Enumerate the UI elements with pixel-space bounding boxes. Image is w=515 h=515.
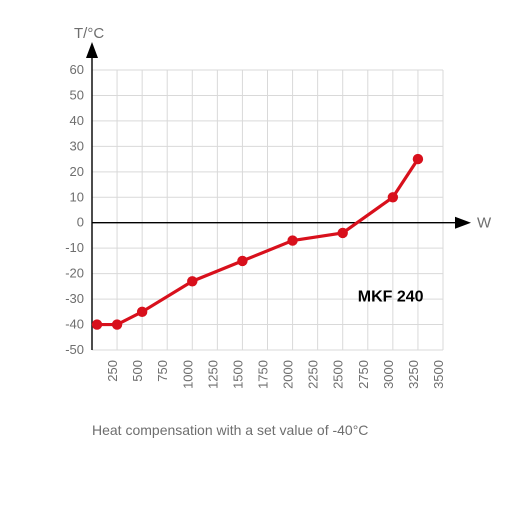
y-tick-label: 20: [70, 164, 84, 179]
x-tick-label: 750: [155, 360, 170, 382]
x-tick-label: 2000: [281, 360, 296, 389]
x-tick-label: 1500: [230, 360, 245, 389]
y-tick-label: -30: [65, 291, 84, 306]
y-axis-label: T/°C: [74, 25, 104, 42]
y-tick-label: -20: [65, 266, 84, 281]
y-tick-label: -40: [65, 317, 84, 332]
x-tick-label: 2500: [331, 360, 346, 389]
series-marker: [112, 319, 122, 329]
x-tick-label: 1750: [256, 360, 271, 389]
chart-caption: Heat compensation with a set value of -4…: [92, 422, 368, 438]
x-axis-label: W: [477, 215, 492, 232]
series-marker: [137, 307, 147, 317]
x-axis-arrow: [455, 217, 471, 229]
x-tick-label: 1000: [180, 360, 195, 389]
series-marker: [187, 276, 197, 286]
y-tick-label: 60: [70, 62, 84, 77]
x-tick-label: 3500: [431, 360, 446, 389]
y-tick-label: 40: [70, 113, 84, 128]
y-axis-arrow: [86, 42, 98, 58]
series-label: MKF 240: [358, 289, 424, 306]
x-tick-label: 250: [105, 360, 120, 382]
y-tick-label: -10: [65, 240, 84, 255]
x-tick-label: 3000: [381, 360, 396, 389]
series-marker: [287, 235, 297, 245]
series-marker: [92, 319, 102, 329]
series-marker: [237, 256, 247, 266]
y-tick-label: 30: [70, 138, 84, 153]
x-tick-label: 1250: [205, 360, 220, 389]
x-tick-label: 2750: [356, 360, 371, 389]
series-marker: [338, 228, 348, 238]
series-marker: [388, 192, 398, 202]
y-tick-label: 50: [70, 87, 84, 102]
series-marker: [413, 154, 423, 164]
y-tick-label: 10: [70, 189, 84, 204]
x-tick-label: 3250: [406, 360, 421, 389]
x-tick-label: 500: [130, 360, 145, 382]
y-tick-label: 0: [77, 215, 84, 230]
x-tick-label: 2250: [306, 360, 321, 389]
y-tick-label: -50: [65, 342, 84, 357]
chart-container: { "chart": { "type": "line", "width": 51…: [0, 0, 515, 515]
